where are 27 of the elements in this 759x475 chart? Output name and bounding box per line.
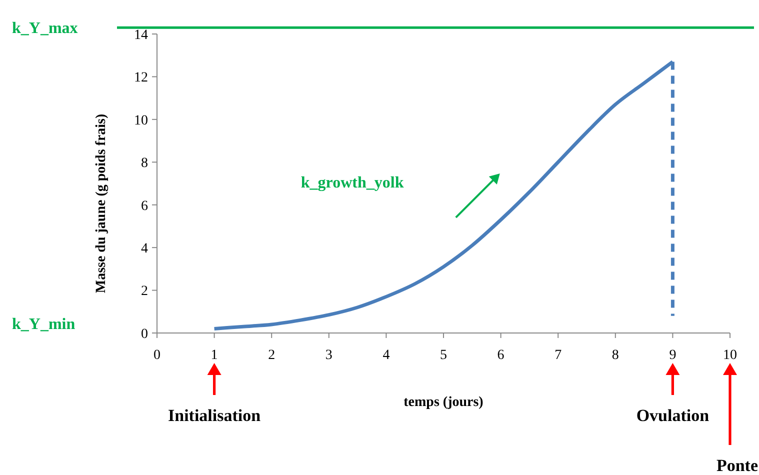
x-tick-label: 8 <box>612 348 619 363</box>
x-tick-label: 9 <box>669 348 676 363</box>
x-tick-label: 0 <box>154 348 160 363</box>
y-tick-label: 14 <box>134 28 148 43</box>
y-axis-title: Masse du jaune (g poids frais) <box>94 114 109 294</box>
x-tick-label: 7 <box>554 348 562 363</box>
x-tick-label: 3 <box>325 348 332 363</box>
x-tick-label: 2 <box>268 348 276 363</box>
y-tick-label: 8 <box>141 156 148 172</box>
y-tick-label: 2 <box>141 284 148 300</box>
annotation: k_growth_yolk <box>300 174 404 192</box>
ref-line-label: k_Y_max <box>12 20 78 38</box>
x-tick-label: 4 <box>382 348 390 363</box>
text: k_Y_min <box>12 316 76 333</box>
x-tick-label: 5 <box>440 348 447 363</box>
y-tick-label: 0 <box>141 326 148 342</box>
y-tick-label: 12 <box>134 70 148 86</box>
y-tick-label: 6 <box>141 198 148 214</box>
text: Ovulation <box>636 406 710 425</box>
y-tick-label: 10 <box>134 113 148 128</box>
y-tick-label: 4 <box>141 241 148 256</box>
text: Initialisation <box>168 406 262 425</box>
x-tick-label: 6 <box>497 348 504 363</box>
x-tick-label: 10 <box>723 348 737 363</box>
x-tick-label: 1 <box>210 348 218 363</box>
text: Ponte <box>716 456 758 475</box>
x-axis-title: temps (jours) <box>404 395 484 410</box>
